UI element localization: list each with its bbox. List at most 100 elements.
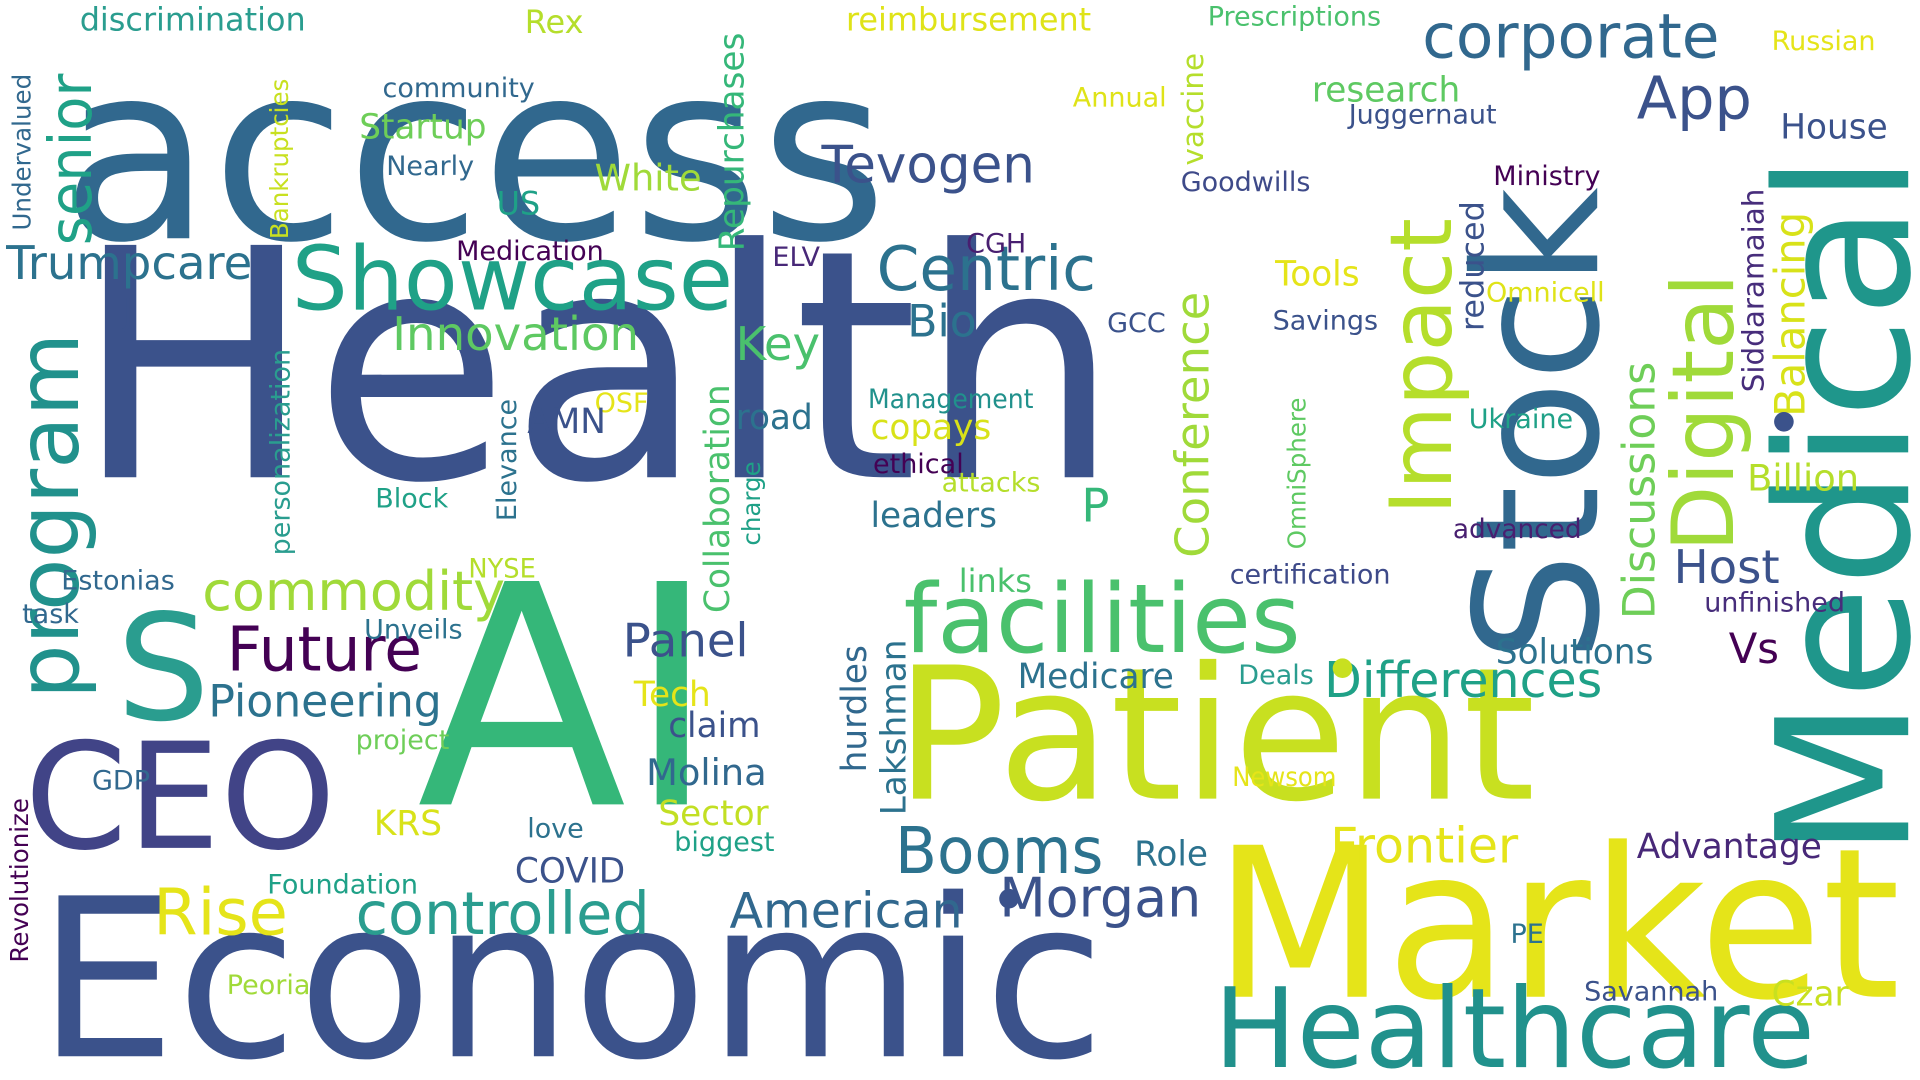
word-russian: Russian — [1772, 26, 1876, 57]
word-research: research — [1312, 71, 1460, 111]
word-ceo: CEO — [25, 711, 336, 883]
word-sector: Sector — [658, 794, 769, 834]
word-block: Block — [375, 484, 448, 515]
word-community: community — [383, 73, 535, 104]
word-gdp: GDP — [92, 766, 150, 797]
word-morgan: Morgan — [999, 867, 1201, 930]
word-future: Future — [227, 614, 422, 685]
word-estonias: Estonias — [61, 566, 174, 597]
word-savings: Savings — [1273, 306, 1378, 337]
word-health: Health — [74, 182, 1121, 553]
word-bio: Bio — [907, 296, 976, 347]
word-claim: claim — [668, 706, 760, 746]
word-white: White — [595, 156, 702, 199]
word-reimbursement: reimbursement — [846, 1, 1091, 39]
word-billion: Billion — [1747, 457, 1859, 500]
word-omnisphere: OmniSphere — [1283, 397, 1312, 549]
word-impact: Impact — [1372, 218, 1472, 515]
word-solutions: Solutions — [1496, 632, 1654, 672]
word-deals: Deals — [1238, 660, 1314, 691]
word-gcc: GCC — [1107, 308, 1166, 339]
word-advantage: Advantage — [1637, 827, 1822, 867]
word-juggernaut: Juggernaut — [1347, 100, 1497, 131]
word-trumpcare: Trumpcare — [5, 236, 252, 290]
word-annual: Annual — [1073, 83, 1167, 114]
word-nyse: NYSE — [468, 553, 535, 584]
word-frontier: Frontier — [1330, 818, 1519, 875]
word-krs: KRS — [374, 804, 442, 844]
word-attacks: attacks — [942, 468, 1041, 499]
dot-mark — [1332, 658, 1353, 678]
word-host: Host — [1674, 540, 1780, 594]
word-medical: Medical — [1738, 154, 1920, 859]
word-cgh: CGH — [966, 229, 1026, 260]
word-tevogen: Tevogen — [821, 136, 1035, 196]
word-czar: Czar — [1772, 974, 1850, 1014]
word-collaboration: Collaboration — [698, 384, 738, 613]
word-task: task — [22, 599, 79, 630]
word-centric: Centric — [877, 234, 1096, 305]
word-revolutionize: Revolutionize — [5, 798, 34, 963]
word-pioneering: Pioneering — [208, 676, 441, 727]
word-key: Key — [736, 317, 820, 371]
word-undervalued: Undervalued — [8, 74, 37, 231]
word-ukraine: Ukraine — [1469, 404, 1573, 435]
word-lakshman: Lakshman — [874, 640, 914, 816]
word-copays: copays — [871, 408, 992, 448]
word-amn: AMN — [527, 402, 606, 442]
word-vaccine: vaccine — [1176, 53, 1210, 166]
word-conference: Conference — [1165, 292, 1219, 558]
word-charge: charge — [737, 461, 766, 545]
word-app: App — [1637, 64, 1752, 133]
word-program: program — [0, 333, 99, 699]
word-medicare: Medicare — [1018, 657, 1174, 697]
word-stock: Stock — [1439, 187, 1638, 662]
word-siddaramaiah: Siddaramaiah — [1736, 189, 1770, 393]
word-senior: senior — [36, 73, 105, 245]
word-hurdles: hurdles — [835, 645, 875, 772]
word-reduced: reduced — [1454, 201, 1492, 331]
word-project: project — [356, 725, 450, 756]
word-omnicell: Omnicell — [1486, 278, 1605, 309]
word-unfinished: unfinished — [1704, 588, 1845, 619]
word-savannah: Savannah — [1584, 976, 1718, 1007]
word-links: links — [959, 562, 1032, 600]
word-biggest: biggest — [674, 827, 774, 858]
word-us: US — [497, 185, 541, 223]
word-repurchases: Repurchases — [713, 33, 753, 252]
dot-mark — [1774, 412, 1794, 432]
word-management: Management — [868, 384, 1034, 415]
word-role: Role — [1134, 835, 1208, 875]
word-prescriptions: Prescriptions — [1208, 2, 1381, 33]
word-rise: Rise — [153, 876, 288, 950]
word-newsom: Newsom — [1232, 762, 1336, 793]
word-personalization: personalization — [265, 349, 296, 556]
word-balancing: Balancing — [1766, 212, 1815, 417]
word-tech: Tech — [633, 675, 711, 715]
word-vs: Vs — [1729, 624, 1779, 673]
word-access: access — [61, 10, 887, 296]
word-american: American — [730, 883, 963, 940]
word-peoria: Peoria — [227, 970, 311, 1001]
word-innovation: Innovation — [392, 307, 639, 361]
word-elv: ELV — [772, 242, 820, 273]
word-goodwills: Goodwills — [1181, 167, 1311, 198]
word-differences: Differences — [1324, 652, 1602, 709]
word-elevance: Elevance — [492, 399, 523, 521]
word-pe: PE — [1511, 919, 1544, 950]
word-s: S — [117, 582, 210, 754]
word-commodity: commodity — [202, 560, 505, 623]
word-ministry: Ministry — [1493, 161, 1600, 192]
word-ethical: ethical — [873, 449, 964, 480]
word-house: House — [1780, 108, 1887, 148]
word-economic: Economic — [37, 852, 1105, 1080]
word-corporate: corporate — [1422, 1, 1719, 72]
word-covid: COVID — [515, 852, 625, 892]
word-digital: Digital — [1654, 273, 1754, 551]
word-discussions: Discussions — [1614, 362, 1665, 619]
word-bankruptcies: Bankruptcies — [265, 79, 294, 239]
dot-mark — [999, 888, 1019, 909]
word-discrimination: discrimination — [80, 1, 306, 39]
word-panel: Panel — [623, 614, 749, 668]
